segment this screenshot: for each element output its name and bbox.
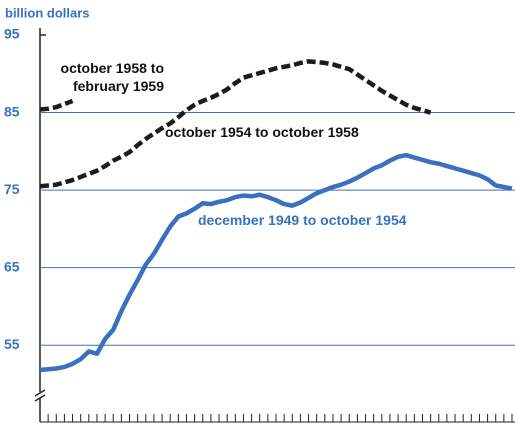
series-label: october 1958 to february 1959 xyxy=(60,60,164,94)
series-label: october 1954 to october 1958 xyxy=(165,124,359,140)
series-label: december 1949 to october 1954 xyxy=(198,212,407,228)
y-tick-label: 55 xyxy=(4,336,20,352)
series-line xyxy=(39,98,74,112)
y-tick-label: 95 xyxy=(4,26,20,42)
series-line xyxy=(39,59,432,189)
y-tick-label: 85 xyxy=(4,103,20,119)
series-line xyxy=(39,152,513,373)
y-tick-label: 65 xyxy=(4,258,20,274)
y-axis-label: billion dollars xyxy=(5,5,90,20)
y-tick-label: 75 xyxy=(4,181,20,197)
